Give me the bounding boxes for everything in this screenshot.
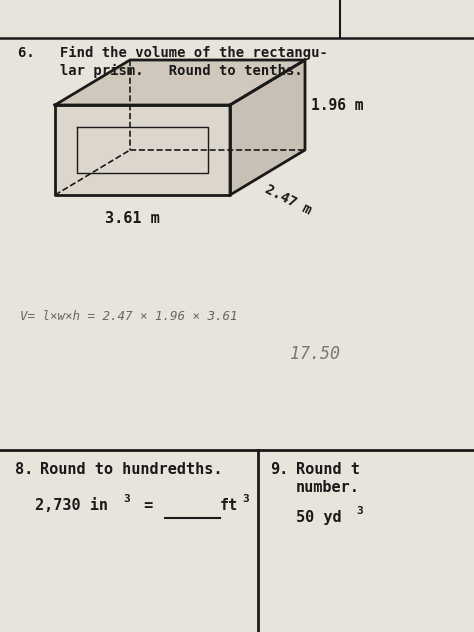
- Text: 3: 3: [123, 494, 130, 504]
- Text: lar prism.   Round to tenths.: lar prism. Round to tenths.: [18, 64, 303, 78]
- Text: 2.47 m: 2.47 m: [263, 183, 314, 218]
- Text: 9.: 9.: [270, 462, 288, 477]
- Polygon shape: [230, 60, 305, 195]
- Text: 3.61 m: 3.61 m: [105, 211, 160, 226]
- Text: 6.   Find the volume of the rectangu-: 6. Find the volume of the rectangu-: [18, 46, 328, 60]
- Text: 2,730 in: 2,730 in: [35, 498, 108, 513]
- Text: 17.50: 17.50: [290, 345, 340, 363]
- Text: ft: ft: [220, 498, 238, 513]
- Text: 8.: 8.: [15, 462, 33, 477]
- Text: Round to hundredths.: Round to hundredths.: [40, 462, 222, 477]
- Text: Round t: Round t: [296, 462, 360, 477]
- Text: 3: 3: [356, 506, 363, 516]
- Text: 3: 3: [242, 494, 249, 504]
- Text: =: =: [135, 498, 153, 513]
- Text: 1.96 m: 1.96 m: [311, 97, 364, 112]
- Polygon shape: [55, 60, 305, 105]
- Polygon shape: [55, 105, 230, 195]
- Text: V= l×w×h = 2.47 × 1.96 × 3.61: V= l×w×h = 2.47 × 1.96 × 3.61: [20, 310, 237, 323]
- Text: 50 yd: 50 yd: [296, 510, 342, 525]
- Text: number.: number.: [296, 480, 360, 495]
